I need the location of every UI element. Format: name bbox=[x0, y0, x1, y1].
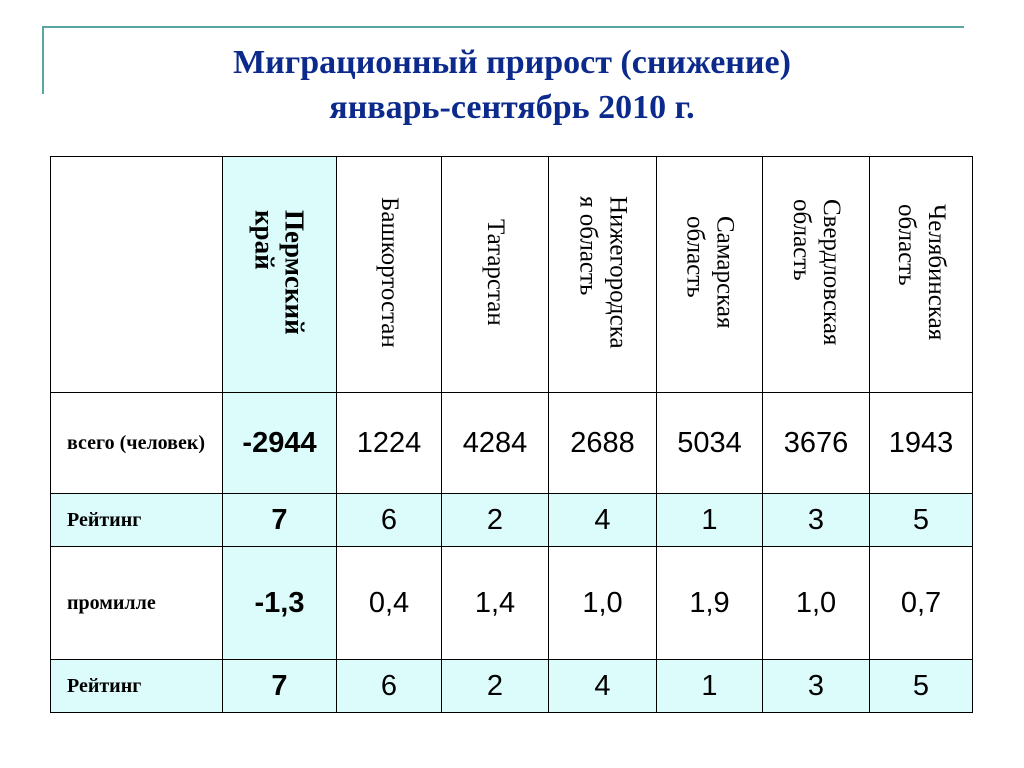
table-cell: 1 bbox=[656, 659, 763, 713]
row-label: промилле bbox=[50, 546, 223, 660]
table-cell: 3 bbox=[762, 659, 870, 713]
table-cell: 4 bbox=[548, 493, 657, 547]
table-cell: 5034 bbox=[656, 392, 763, 494]
column-header-label: Пермский край bbox=[249, 209, 310, 335]
table-row-rating-total: Рейтинг 7 6 2 4 1 3 5 bbox=[50, 493, 973, 547]
table-row-permille: промилле -1,3 0,4 1,4 1,0 1,9 1,0 0,7 bbox=[50, 546, 973, 660]
table-cell: 2688 bbox=[548, 392, 657, 494]
column-header-label: Свердловская область bbox=[788, 198, 845, 346]
row-label: Рейтинг bbox=[50, 493, 223, 547]
table-cell: 7 bbox=[222, 659, 337, 713]
table-cell: 5 bbox=[869, 493, 973, 547]
table-row-rating-permille: Рейтинг 7 6 2 4 1 3 5 bbox=[50, 659, 973, 713]
column-header-label: Татарстан bbox=[482, 218, 509, 326]
column-header-label: Башкортостан bbox=[376, 196, 403, 348]
header-row: Пермский край Башкортостан Татарстан Ниж… bbox=[50, 156, 973, 393]
table-cell: 1224 bbox=[336, 392, 442, 494]
table-cell: 6 bbox=[336, 659, 442, 713]
table-cell: 0,4 bbox=[336, 546, 442, 660]
table-cell: 3676 bbox=[762, 392, 870, 494]
slide-title: Миграционный прирост (снижение) январь-с… bbox=[0, 40, 1024, 130]
table-cell: 1 bbox=[656, 493, 763, 547]
table-row-total: всего (человек) -2944 1224 4284 2688 503… bbox=[50, 392, 973, 494]
migration-table: Пермский край Башкортостан Татарстан Ниж… bbox=[50, 156, 973, 713]
column-header-perm: Пермский край bbox=[222, 156, 337, 393]
table-cell: 5 bbox=[869, 659, 973, 713]
accent-line-left bbox=[42, 26, 44, 94]
title-line-1: Миграционный прирост (снижение) bbox=[233, 44, 791, 81]
column-header-tatarstan: Татарстан bbox=[441, 156, 549, 393]
row-label: Рейтинг bbox=[50, 659, 223, 713]
table-cell: 1,0 bbox=[548, 546, 657, 660]
table-cell: 2 bbox=[441, 659, 549, 713]
table-cell: 1943 bbox=[869, 392, 973, 494]
table-cell: 1,4 bbox=[441, 546, 549, 660]
table-cell: 6 bbox=[336, 493, 442, 547]
table-cell: -2944 bbox=[222, 392, 337, 494]
accent-line-top bbox=[42, 26, 964, 28]
table-cell: 4 bbox=[548, 659, 657, 713]
column-header-bashkortostan: Башкортостан bbox=[336, 156, 442, 393]
table-cell: 3 bbox=[762, 493, 870, 547]
column-header-nizhny: Нижегородска я область bbox=[548, 156, 657, 393]
title-line-2: январь-сентябрь 2010 г. bbox=[329, 89, 695, 126]
table-cell: 1,9 bbox=[656, 546, 763, 660]
column-header-sverdlovsk: Свердловская область bbox=[762, 156, 870, 393]
table-cell: 7 bbox=[222, 493, 337, 547]
table-cell: -1,3 bbox=[222, 546, 337, 660]
table-cell: 1,0 bbox=[762, 546, 870, 660]
column-header-samara: Самарская область bbox=[656, 156, 763, 393]
row-label: всего (человек) bbox=[50, 392, 223, 494]
column-header-label: Челябинская область bbox=[893, 203, 950, 341]
corner-cell bbox=[50, 156, 223, 393]
column-header-label: Нижегородска я область bbox=[574, 195, 632, 349]
table-cell: 4284 bbox=[441, 392, 549, 494]
column-header-chelyabinsk: Челябинская область bbox=[869, 156, 973, 393]
table-cell: 0,7 bbox=[869, 546, 973, 660]
table-cell: 2 bbox=[441, 493, 549, 547]
column-header-label: Самарская область bbox=[681, 215, 739, 329]
